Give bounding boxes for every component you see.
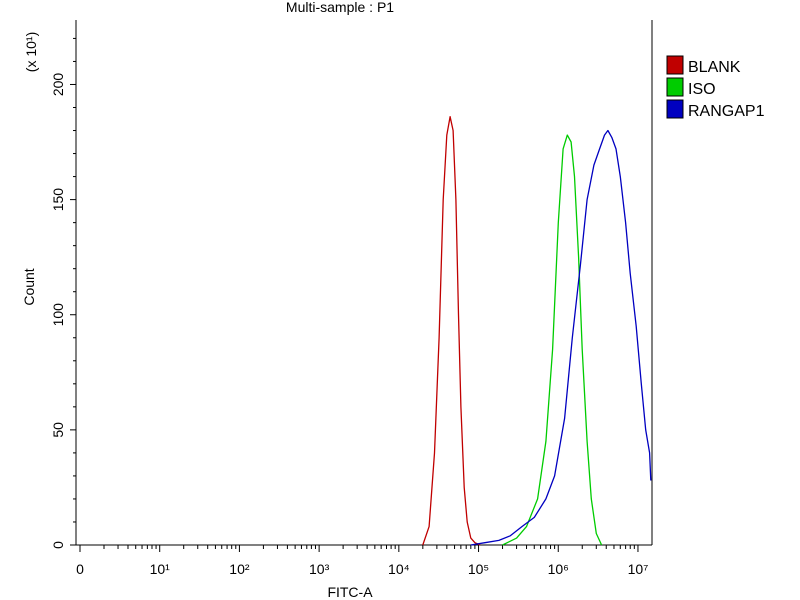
x-axis-ticks: 0 10¹ 10² 10³ 10⁴ 10⁵ 10⁶ 10⁷ <box>76 545 648 577</box>
chart-title: Multi-sample : P1 <box>286 0 394 15</box>
x-axis-title: FITC-A <box>327 584 373 600</box>
x-tick-label: 10² <box>229 561 250 577</box>
legend-label-rangap1: RANGAP1 <box>688 103 765 120</box>
x-tick-label: 10⁶ <box>548 561 569 577</box>
x-tick-label: 10¹ <box>150 561 171 577</box>
x-tick-label: 10⁷ <box>628 561 649 577</box>
y-axis-title: Count <box>21 268 37 305</box>
x-tick-label: 10⁵ <box>468 561 489 577</box>
y-tick-label: 50 <box>50 422 66 438</box>
series-line-rangap1 <box>470 129 652 546</box>
x-tick-label: 10⁴ <box>388 561 410 577</box>
y-tick-label: 0 <box>50 541 66 549</box>
x-tick-label: 10³ <box>309 561 330 577</box>
y-tick-label: 200 <box>50 73 66 97</box>
y-tick-label: 100 <box>50 303 66 327</box>
legend-swatch-rangap1 <box>666 99 684 119</box>
legend-swatch-blank <box>666 55 684 75</box>
plot-frame <box>75 20 653 546</box>
series-line-blank <box>422 116 481 546</box>
legend: BLANK ISO RANGAP1 <box>666 55 765 120</box>
y-tick-label: 150 <box>50 188 66 212</box>
y-axis-ticks: 0 50 100 150 200 <box>50 37 76 549</box>
legend-label-blank: BLANK <box>688 59 741 76</box>
legend-swatch-iso <box>666 77 684 97</box>
legend-label-iso: ISO <box>688 81 716 98</box>
y-axis-multiplier-label: (x 10¹) <box>23 32 39 72</box>
series-layer <box>422 116 652 546</box>
series-line-iso <box>502 134 603 546</box>
x-tick-label: 0 <box>76 561 84 577</box>
